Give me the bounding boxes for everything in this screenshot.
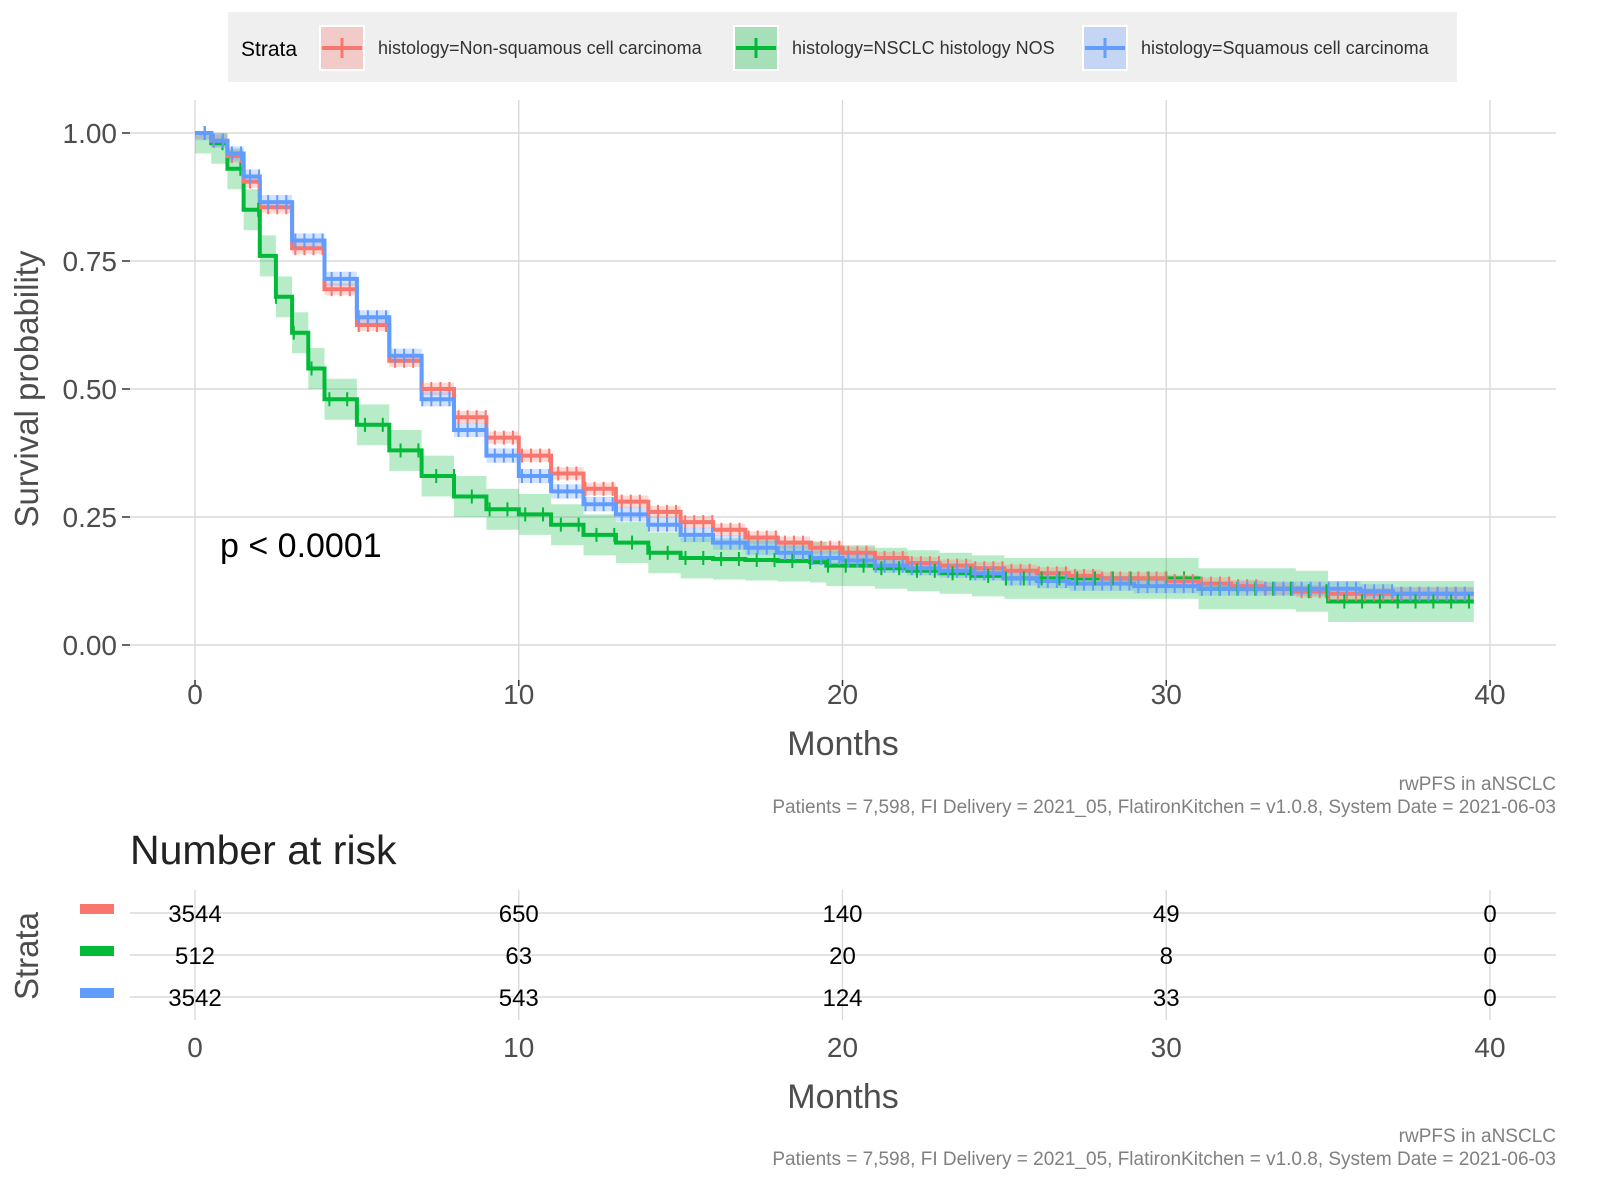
risk-value: 543 [499,985,539,1012]
survival-curve [195,131,1474,596]
confidence-band [195,133,1474,600]
legend-label: histology=Non-squamous cell carcinoma [378,38,703,58]
y-tick-label: 0.25 [63,502,118,533]
censor-marks [203,126,1470,609]
legend-title: Strata [241,38,297,61]
main-plot: 0.00 0.25 0.50 0.75 1.00 0 10 20 30 40 Survival … [8,100,1556,763]
risk-row-key [80,988,114,998]
x-tick-label: 30 [1151,679,1182,710]
confidence-band [195,133,1474,601]
risk-value: 0 [1483,985,1496,1012]
risk-value: 33 [1153,985,1180,1012]
x-tick-label: 0 [187,679,203,710]
y-tick-label: 0.50 [63,374,118,405]
survival-curve [195,131,1474,596]
risk-x-tick-label: 10 [503,1032,534,1063]
risk-x-tick-label: 30 [1151,1032,1182,1063]
legend: Strata histology=Non-squamous cell carci… [228,12,1457,82]
risk-row-key [80,946,114,956]
caption-title-2: rwPFS in aNSCLC [1399,1126,1556,1147]
legend-item: histology=NSCLC histology NOS [733,25,1055,71]
confidence-bands [195,133,1474,622]
x-tick-label: 40 [1474,679,1505,710]
caption-details: Patients = 7,598, FI Delivery = 2021_05,… [772,797,1556,818]
risk-table-y-label: Strata [8,911,45,1000]
risk-x-tick-label: 0 [187,1032,203,1063]
survival-curve [195,131,1474,604]
risk-table-grid [130,890,1556,1020]
x-tick-label: 10 [503,679,534,710]
legend-label: histology=Squamous cell carcinoma [1141,38,1430,58]
risk-row-key [80,904,114,914]
legend-background [228,12,1457,82]
plot-grid [130,100,1556,680]
risk-value: 49 [1153,901,1180,928]
risk-value: 124 [822,985,862,1012]
risk-table-values: 3544 650 140 49 0 512 63 20 8 0 3542 543 124 33 0 [168,901,1496,1012]
p-value-annotation: p < 0.0001 [220,527,382,565]
risk-table-x-axis: 0 10 20 30 40 [187,1032,1505,1063]
y-axis-label: Survival probability [8,250,45,527]
x-tick-label: 20 [827,679,858,710]
y-axis: 0.00 0.25 0.50 0.75 1.00 [63,118,130,661]
y-tick-label: 0.75 [63,246,118,277]
risk-value: 512 [175,943,215,970]
risk-value: 0 [1483,901,1496,928]
risk-value: 3544 [168,901,221,928]
risk-table-title: Number at risk [130,827,397,873]
risk-x-tick-label: 40 [1474,1032,1505,1063]
legend-item: histology=Non-squamous cell carcinoma [319,25,703,71]
risk-value: 63 [505,943,532,970]
confidence-band [195,133,1474,622]
risk-value: 140 [822,901,862,928]
caption-details-2: Patients = 7,598, FI Delivery = 2021_05,… [772,1149,1556,1170]
risk-table-strata-keys [80,904,114,998]
x-axis-label: Months [787,725,899,763]
km-figure: Strata histology=Non-squamous cell carci… [8,12,1556,1170]
risk-value: 8 [1160,943,1173,970]
risk-x-tick-label: 20 [827,1032,858,1063]
legend-item: histology=Squamous cell carcinoma [1082,25,1430,71]
legend-items: histology=Non-squamous cell carcinoma his… [319,25,1430,71]
survival-curves [195,131,1474,604]
risk-table-x-label: Months [787,1078,899,1116]
risk-value: 0 [1483,943,1496,970]
risk-value: 3542 [168,985,221,1012]
x-axis: 0 10 20 30 40 [187,679,1505,710]
legend-label: histology=NSCLC histology NOS [792,38,1055,58]
caption-title: rwPFS in aNSCLC [1399,774,1556,795]
y-tick-label: 1.00 [63,118,118,149]
risk-value: 650 [499,901,539,928]
risk-value: 20 [829,943,856,970]
y-tick-label: 0.00 [63,630,118,661]
